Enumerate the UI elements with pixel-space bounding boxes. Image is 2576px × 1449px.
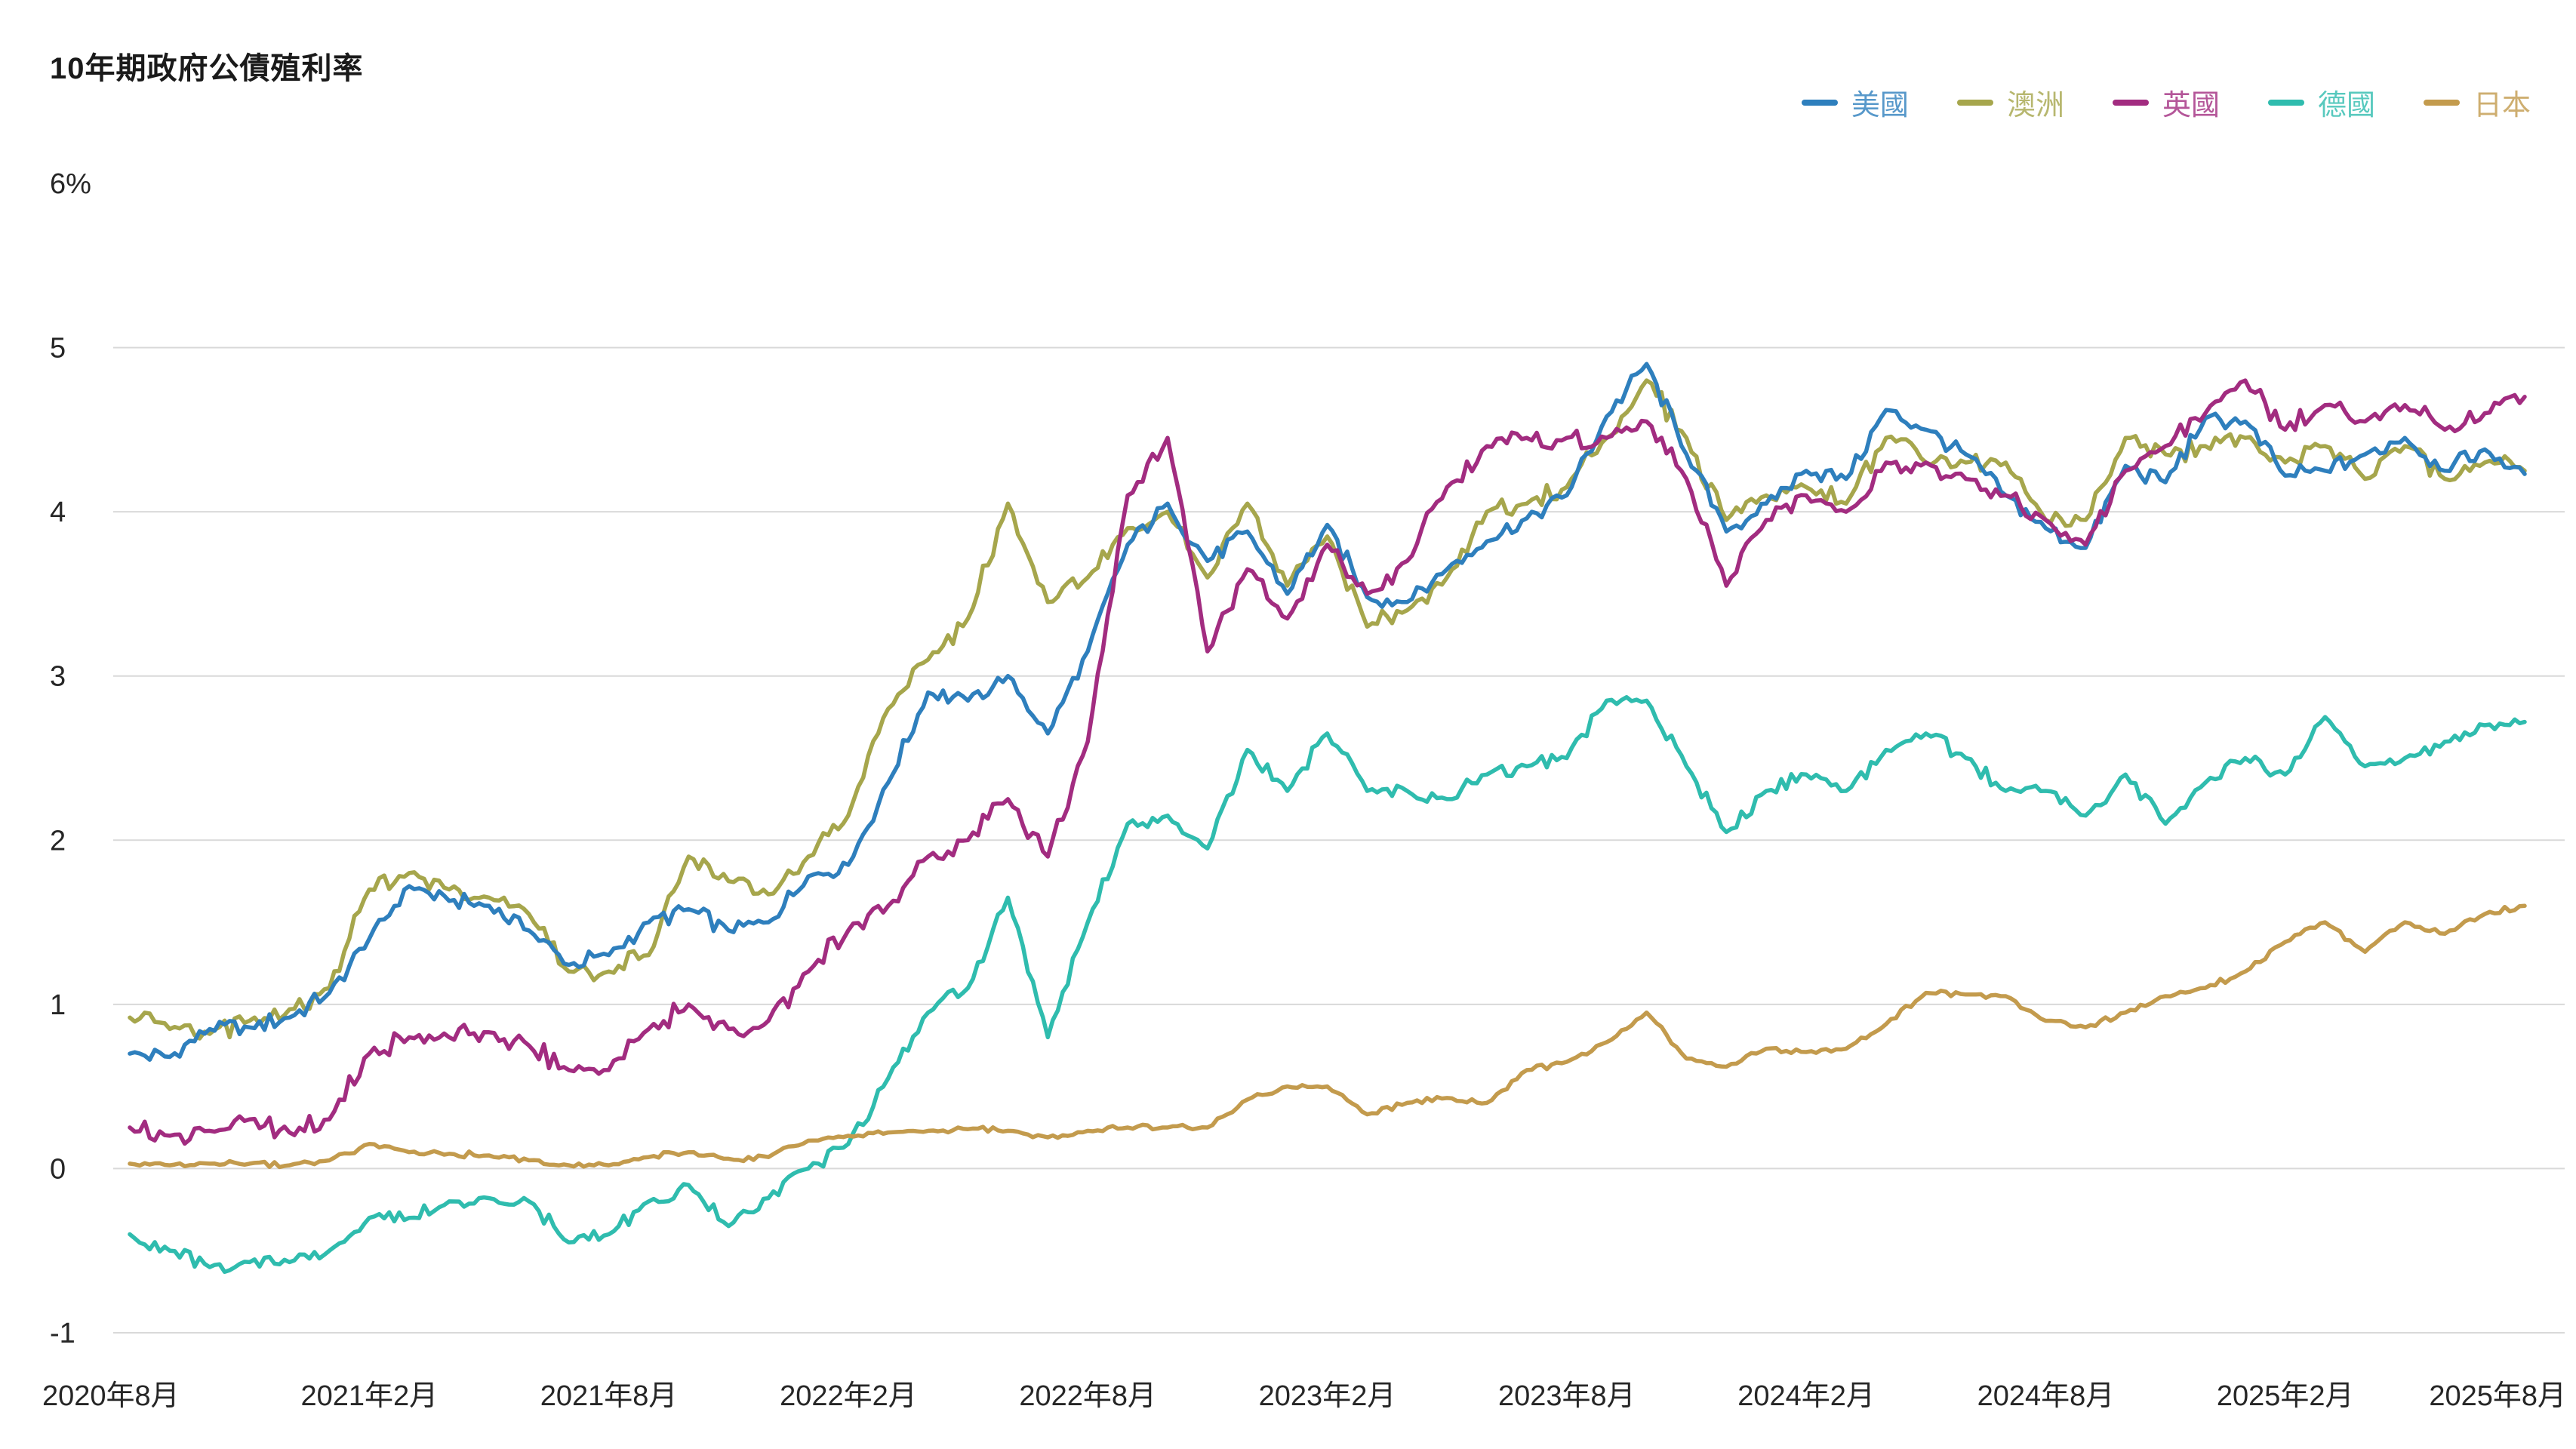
legend-label: 德國 [2317,90,2375,122]
y-axis-label: -1 [50,1318,75,1349]
x-axis-label: 2022年2月 [780,1380,917,1412]
legend-swatch-icon [1956,99,1993,106]
legend-item-3[interactable]: 德國 [2267,82,2375,123]
x-axis-label: 2023年8月 [1498,1380,1636,1412]
legend-swatch-icon [2112,99,2149,106]
x-axis-label: 2021年2月 [300,1380,438,1412]
x-axis-label: 2025年8月 [2429,1380,2566,1412]
y-axis-label: 3 [50,661,66,693]
legend-label: 英國 [2162,90,2220,122]
x-axis-label: 2024年8月 [1977,1380,2115,1412]
legend-label: 美國 [1851,90,1909,122]
x-axis-label: 2025年2月 [2217,1380,2354,1412]
y-axis-label: 1 [50,989,66,1021]
x-axis-label: 2022年8月 [1019,1380,1156,1412]
x-axis-label: 2020年8月 [42,1380,180,1412]
legend-item-4[interactable]: 日本 [2423,82,2531,123]
legend-swatch-icon [2267,99,2304,106]
legend-item-1[interactable]: 澳洲 [1956,82,2064,123]
legend-swatch-icon [2423,99,2460,106]
y-axis-label: 0 [50,1153,66,1185]
series-line-2 [128,378,2527,1146]
legend-swatch-icon [1801,99,1838,106]
series-line-3 [128,695,2527,1275]
legend-label: 日本 [2473,90,2531,122]
series-line-4 [128,903,2527,1170]
series-line-0 [128,361,2527,1062]
y-axis-label: 4 [50,497,66,528]
series-line-1 [128,378,2527,1041]
x-axis-label: 2021年8月 [540,1380,678,1412]
legend-item-0[interactable]: 美國 [1801,82,1909,123]
y-axis-label: 2 [50,825,66,857]
legend-label: 澳洲 [2006,90,2064,122]
y-axis-label: 5 [50,333,66,365]
x-axis-label: 2024年2月 [1737,1380,1875,1412]
chart-title: 10年期政府公債殖利率 [50,52,364,85]
legend-item-2[interactable]: 英國 [2112,82,2220,123]
x-axis-label: 2023年2月 [1259,1380,1396,1412]
legend: 美國 澳洲 英國 德國 日本 [1801,82,2531,123]
y-axis-label: 6% [50,168,91,200]
